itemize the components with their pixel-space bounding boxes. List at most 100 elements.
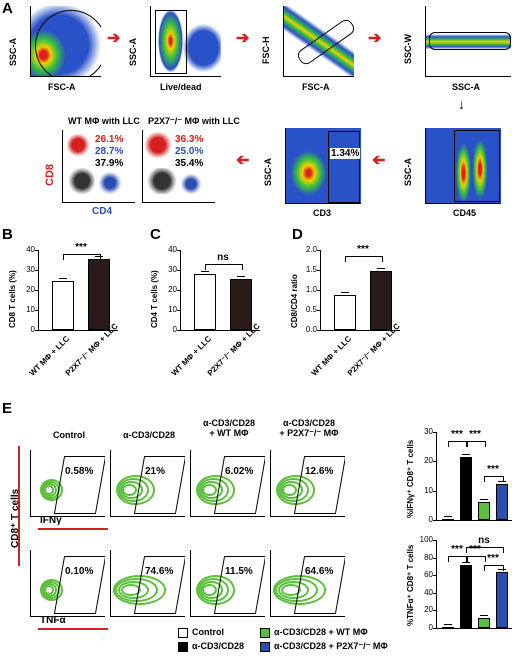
legend-label-ko: α-CD3/CD28 + P2X7⁻/⁻ MΦ — [274, 641, 388, 651]
flow-plot-cd45-ssc — [425, 128, 501, 204]
bar — [496, 572, 508, 628]
bar — [194, 274, 216, 330]
y-tick-mark — [433, 575, 436, 577]
y-tick-mark — [177, 270, 180, 271]
bar — [230, 279, 252, 330]
axis-arrow-right — [38, 628, 108, 630]
gate-percent: 11.5% — [225, 566, 253, 577]
y-tick-mark — [317, 330, 320, 331]
y-tick-label: 20 — [424, 456, 433, 466]
significance-bracket — [466, 547, 504, 554]
x-axis — [436, 628, 512, 629]
axis-label-cd8: CD8 — [44, 163, 56, 186]
panel-label-c: C — [150, 226, 161, 243]
y-axis-label: CD4 T cells (%) — [150, 270, 159, 328]
significance-bracket — [484, 564, 504, 571]
dot-plot-title-ko: P2X7⁻/⁻ MΦ with LLC — [148, 116, 240, 126]
error-bar — [201, 271, 209, 272]
contour-plot: 21% — [110, 450, 185, 517]
gate-region — [293, 556, 345, 614]
y-tick-label: 0 — [428, 623, 433, 632]
y-tick-mark — [35, 290, 38, 291]
axis-label-x: SSC-A — [452, 82, 481, 92]
contour-plot: 0.58% — [30, 450, 105, 517]
x-category-label: P2X7⁻/⁻ MΦ + LLC — [63, 321, 120, 378]
gate-region — [213, 556, 265, 614]
y-tick-mark — [35, 330, 38, 331]
y-tick-mark — [433, 540, 436, 541]
gate-percent: 12.6% — [305, 466, 334, 477]
y-tick-label: 1.5 — [305, 265, 317, 274]
legend-label-wt: α-CD3/CD28 + WT MΦ — [274, 627, 368, 637]
significance-label: *** — [357, 244, 369, 255]
y-tick-mark — [317, 270, 320, 271]
panel-label-e: E — [2, 400, 13, 417]
gate-region — [213, 456, 265, 514]
x-axis — [436, 520, 512, 521]
y-tick-mark — [433, 557, 436, 559]
y-axis-label: CD8/CD4 ratio — [290, 274, 299, 328]
y-tick-label: 40 — [168, 245, 177, 254]
significance-label: *** — [487, 464, 499, 475]
gate-percent: 1.34% — [330, 148, 361, 159]
condition-title: α-CD3/CD28 + P2X7⁻/⁻ MΦ — [279, 418, 339, 438]
y-tick-mark — [433, 628, 436, 629]
y-axis — [38, 250, 39, 330]
y-axis — [320, 250, 321, 330]
y-tick-mark — [433, 490, 436, 492]
gate-rect — [155, 10, 187, 74]
y-tick-mark — [317, 290, 320, 291]
bar — [478, 618, 490, 628]
bar — [88, 259, 110, 330]
x-axis — [180, 330, 260, 331]
axis-label-ifng: IFNγ — [40, 515, 62, 526]
contour-plot: 6.02% — [190, 450, 265, 517]
axis-label-x: FSC-A — [48, 82, 76, 92]
y-tick-mark — [433, 432, 436, 433]
axis-arrow-right — [38, 528, 108, 530]
x-category-label: P2X7⁻/⁻ MΦ + LLC — [345, 321, 402, 378]
legend-swatch-wt — [260, 628, 270, 638]
cd4-percent: 25.0% — [175, 146, 204, 157]
dn-percent: 35.4% — [175, 158, 204, 169]
x-axis — [320, 330, 400, 331]
y-tick-label: 20 — [168, 285, 177, 294]
legend-label-control: Control — [192, 627, 224, 637]
axis-label-y: SSC-A — [403, 157, 413, 186]
gate-percent: 21% — [145, 466, 166, 477]
cd8-percent: 26.1% — [95, 134, 124, 145]
bar — [442, 627, 454, 629]
cd4-percent: 28.7% — [95, 146, 124, 157]
condition-title: Control — [53, 430, 85, 440]
error-bar — [498, 480, 506, 482]
gate-percent: 64.6% — [305, 566, 334, 577]
dot-plot-title-wt: WT MΦ with LLC — [68, 116, 140, 126]
gate-rect — [454, 130, 500, 202]
legend-label-cd3cd28: α-CD3/CD28 — [192, 641, 245, 651]
error-bar — [480, 498, 488, 500]
error-bar — [95, 256, 103, 257]
contour-plot: 11.5% — [190, 550, 265, 617]
legend-swatch-ko — [260, 642, 270, 652]
arrow-right-icon: ➔ — [368, 30, 382, 47]
gate-region — [53, 456, 105, 514]
panel-label-d: D — [292, 226, 303, 243]
condition-title: α-CD3/CD28 — [122, 430, 176, 440]
contour-plot: 0.10% — [30, 550, 105, 617]
contour-ring — [196, 575, 235, 605]
bar — [478, 501, 490, 520]
flow-plot-ssca-sscw — [425, 6, 511, 77]
axis-label-y: SSC-A — [263, 157, 273, 186]
significance-label: *** — [451, 543, 463, 555]
y-tick-label: 80 — [424, 552, 433, 562]
y-tick-mark — [433, 592, 436, 594]
y-tick-mark — [317, 250, 320, 251]
gate-percent: 74.6% — [145, 566, 174, 577]
bar — [496, 483, 508, 520]
legend-swatch-cd3cd28 — [178, 642, 188, 652]
y-tick-label: 40 — [26, 245, 35, 254]
y-tick-label: 0 — [172, 325, 177, 334]
y-tick-label: 30 — [26, 265, 35, 274]
error-bar — [444, 624, 452, 625]
bar — [442, 518, 454, 521]
